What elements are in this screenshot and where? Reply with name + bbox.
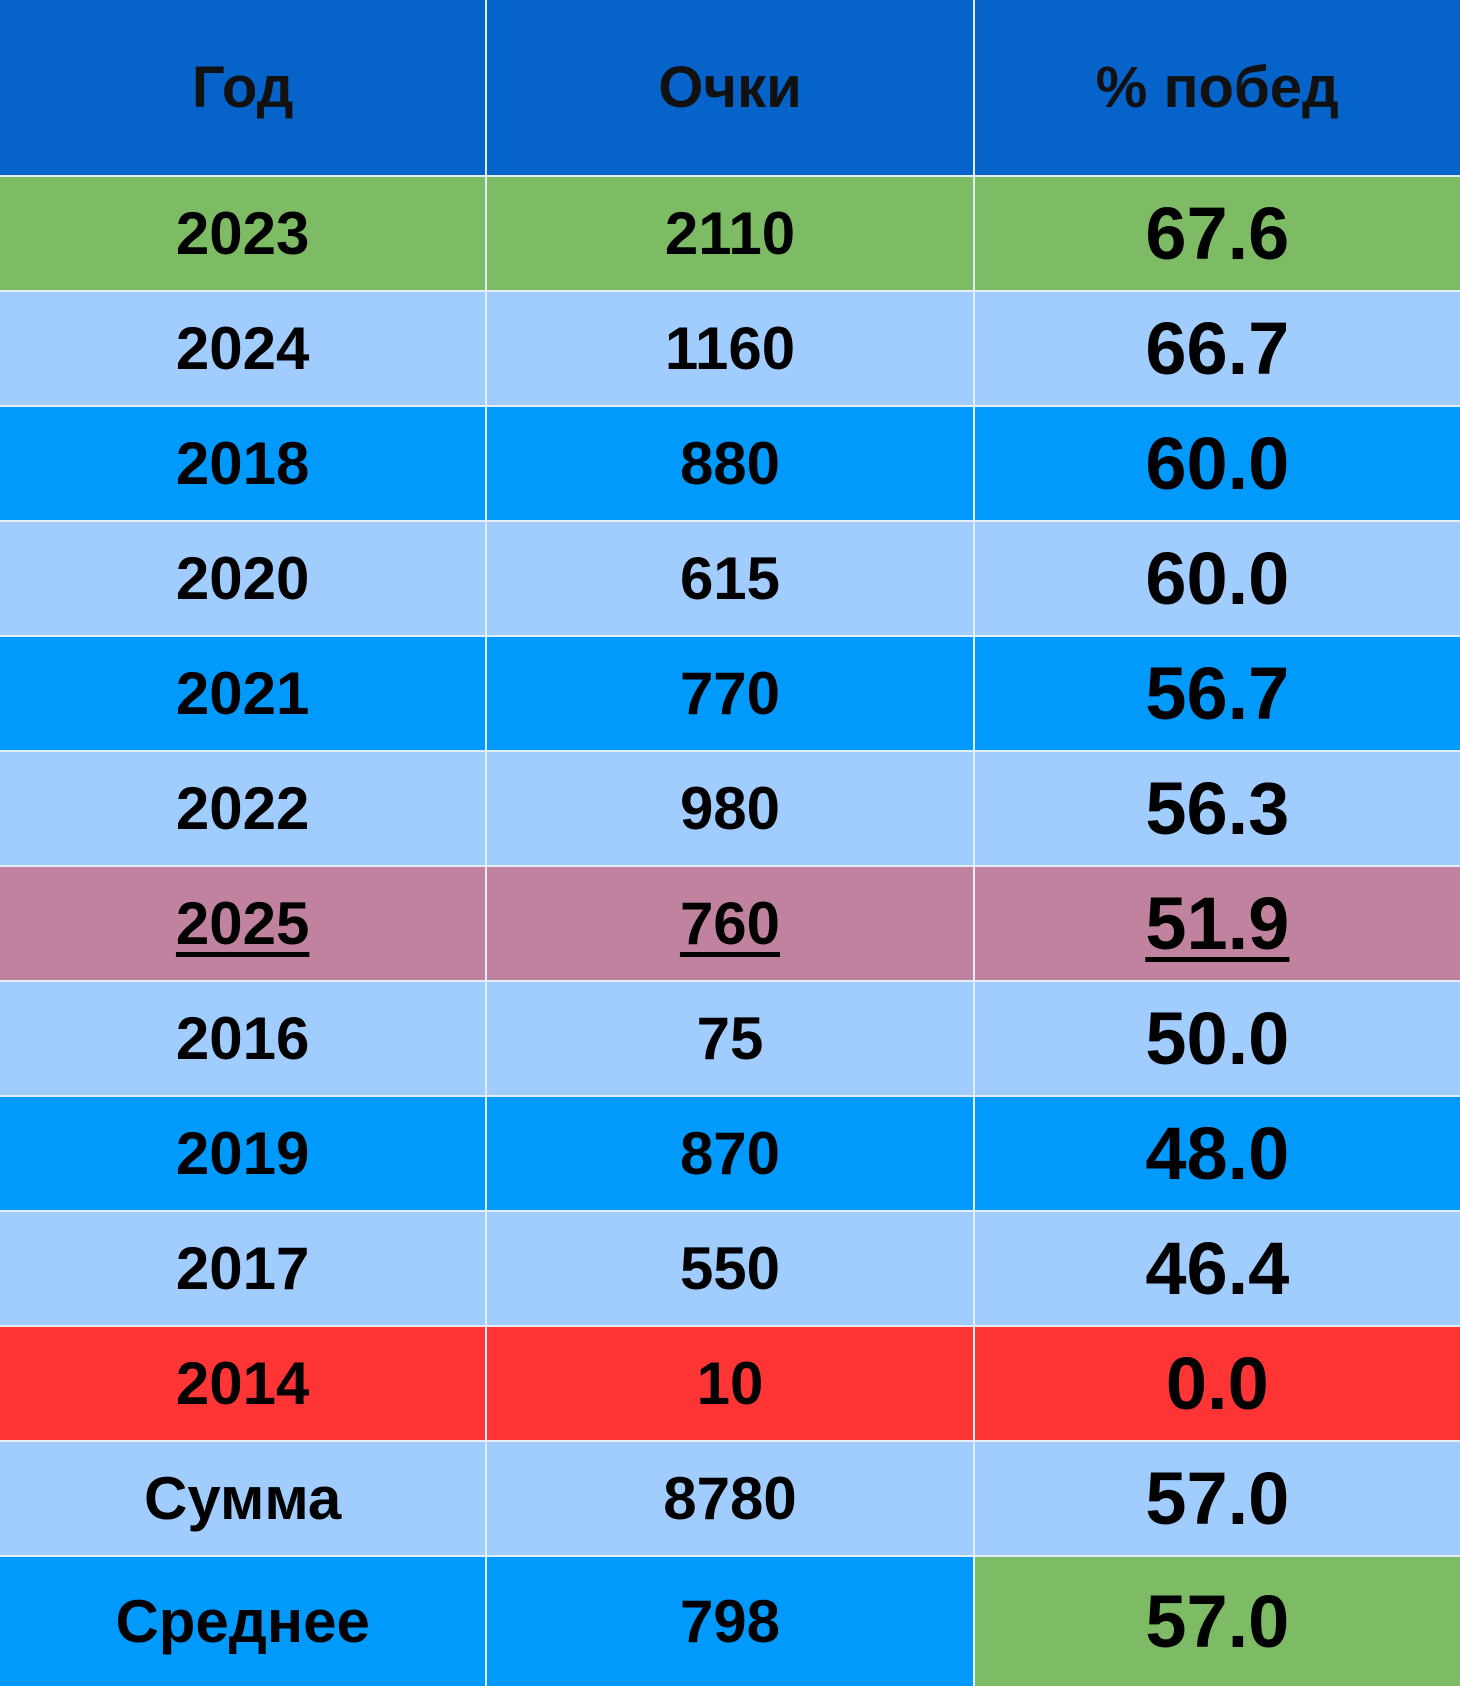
header-cell: % побед [974, 0, 1460, 175]
table-cell: 980 [487, 752, 973, 865]
table-cell: 2024 [0, 292, 486, 405]
table-cell: 550 [487, 1212, 973, 1325]
table-cell: 46.4 [974, 1212, 1460, 1325]
table-cell: 66.7 [974, 292, 1460, 405]
table-cell: 56.7 [974, 637, 1460, 750]
table-cell: 48.0 [974, 1097, 1460, 1210]
table-cell: 880 [487, 407, 973, 520]
table-cell: 870 [487, 1097, 973, 1210]
table-cell: 2017 [0, 1212, 486, 1325]
table-cell: 0.0 [974, 1327, 1460, 1440]
table-cell: 8780 [487, 1442, 973, 1555]
table-cell: 798 [487, 1557, 973, 1686]
table-cell: 67.6 [974, 177, 1460, 290]
table-cell: 51.9 [974, 867, 1460, 980]
table-cell: 60.0 [974, 522, 1460, 635]
table-cell: Среднее [0, 1557, 486, 1686]
table-cell: 57.0 [974, 1442, 1460, 1555]
header-cell: Очки [487, 0, 973, 175]
table-cell: 2025 [0, 867, 486, 980]
table-cell: 2023 [0, 177, 486, 290]
table-cell: Сумма [0, 1442, 486, 1555]
table-cell: 50.0 [974, 982, 1460, 1095]
table-cell: 2016 [0, 982, 486, 1095]
table-cell: 770 [487, 637, 973, 750]
table-cell: 615 [487, 522, 973, 635]
table-cell: 1160 [487, 292, 973, 405]
table-cell: 2014 [0, 1327, 486, 1440]
table-cell: 2021 [0, 637, 486, 750]
table-cell: 75 [487, 982, 973, 1095]
table-cell: 60.0 [974, 407, 1460, 520]
table-cell: 2022 [0, 752, 486, 865]
table-cell: 760 [487, 867, 973, 980]
table-cell: 2018 [0, 407, 486, 520]
header-cell: Год [0, 0, 486, 175]
table-cell: 2020 [0, 522, 486, 635]
table-cell: 2019 [0, 1097, 486, 1210]
table-cell: 57.0 [974, 1557, 1460, 1686]
table-cell: 2110 [487, 177, 973, 290]
table-cell: 56.3 [974, 752, 1460, 865]
table-cell: 10 [487, 1327, 973, 1440]
